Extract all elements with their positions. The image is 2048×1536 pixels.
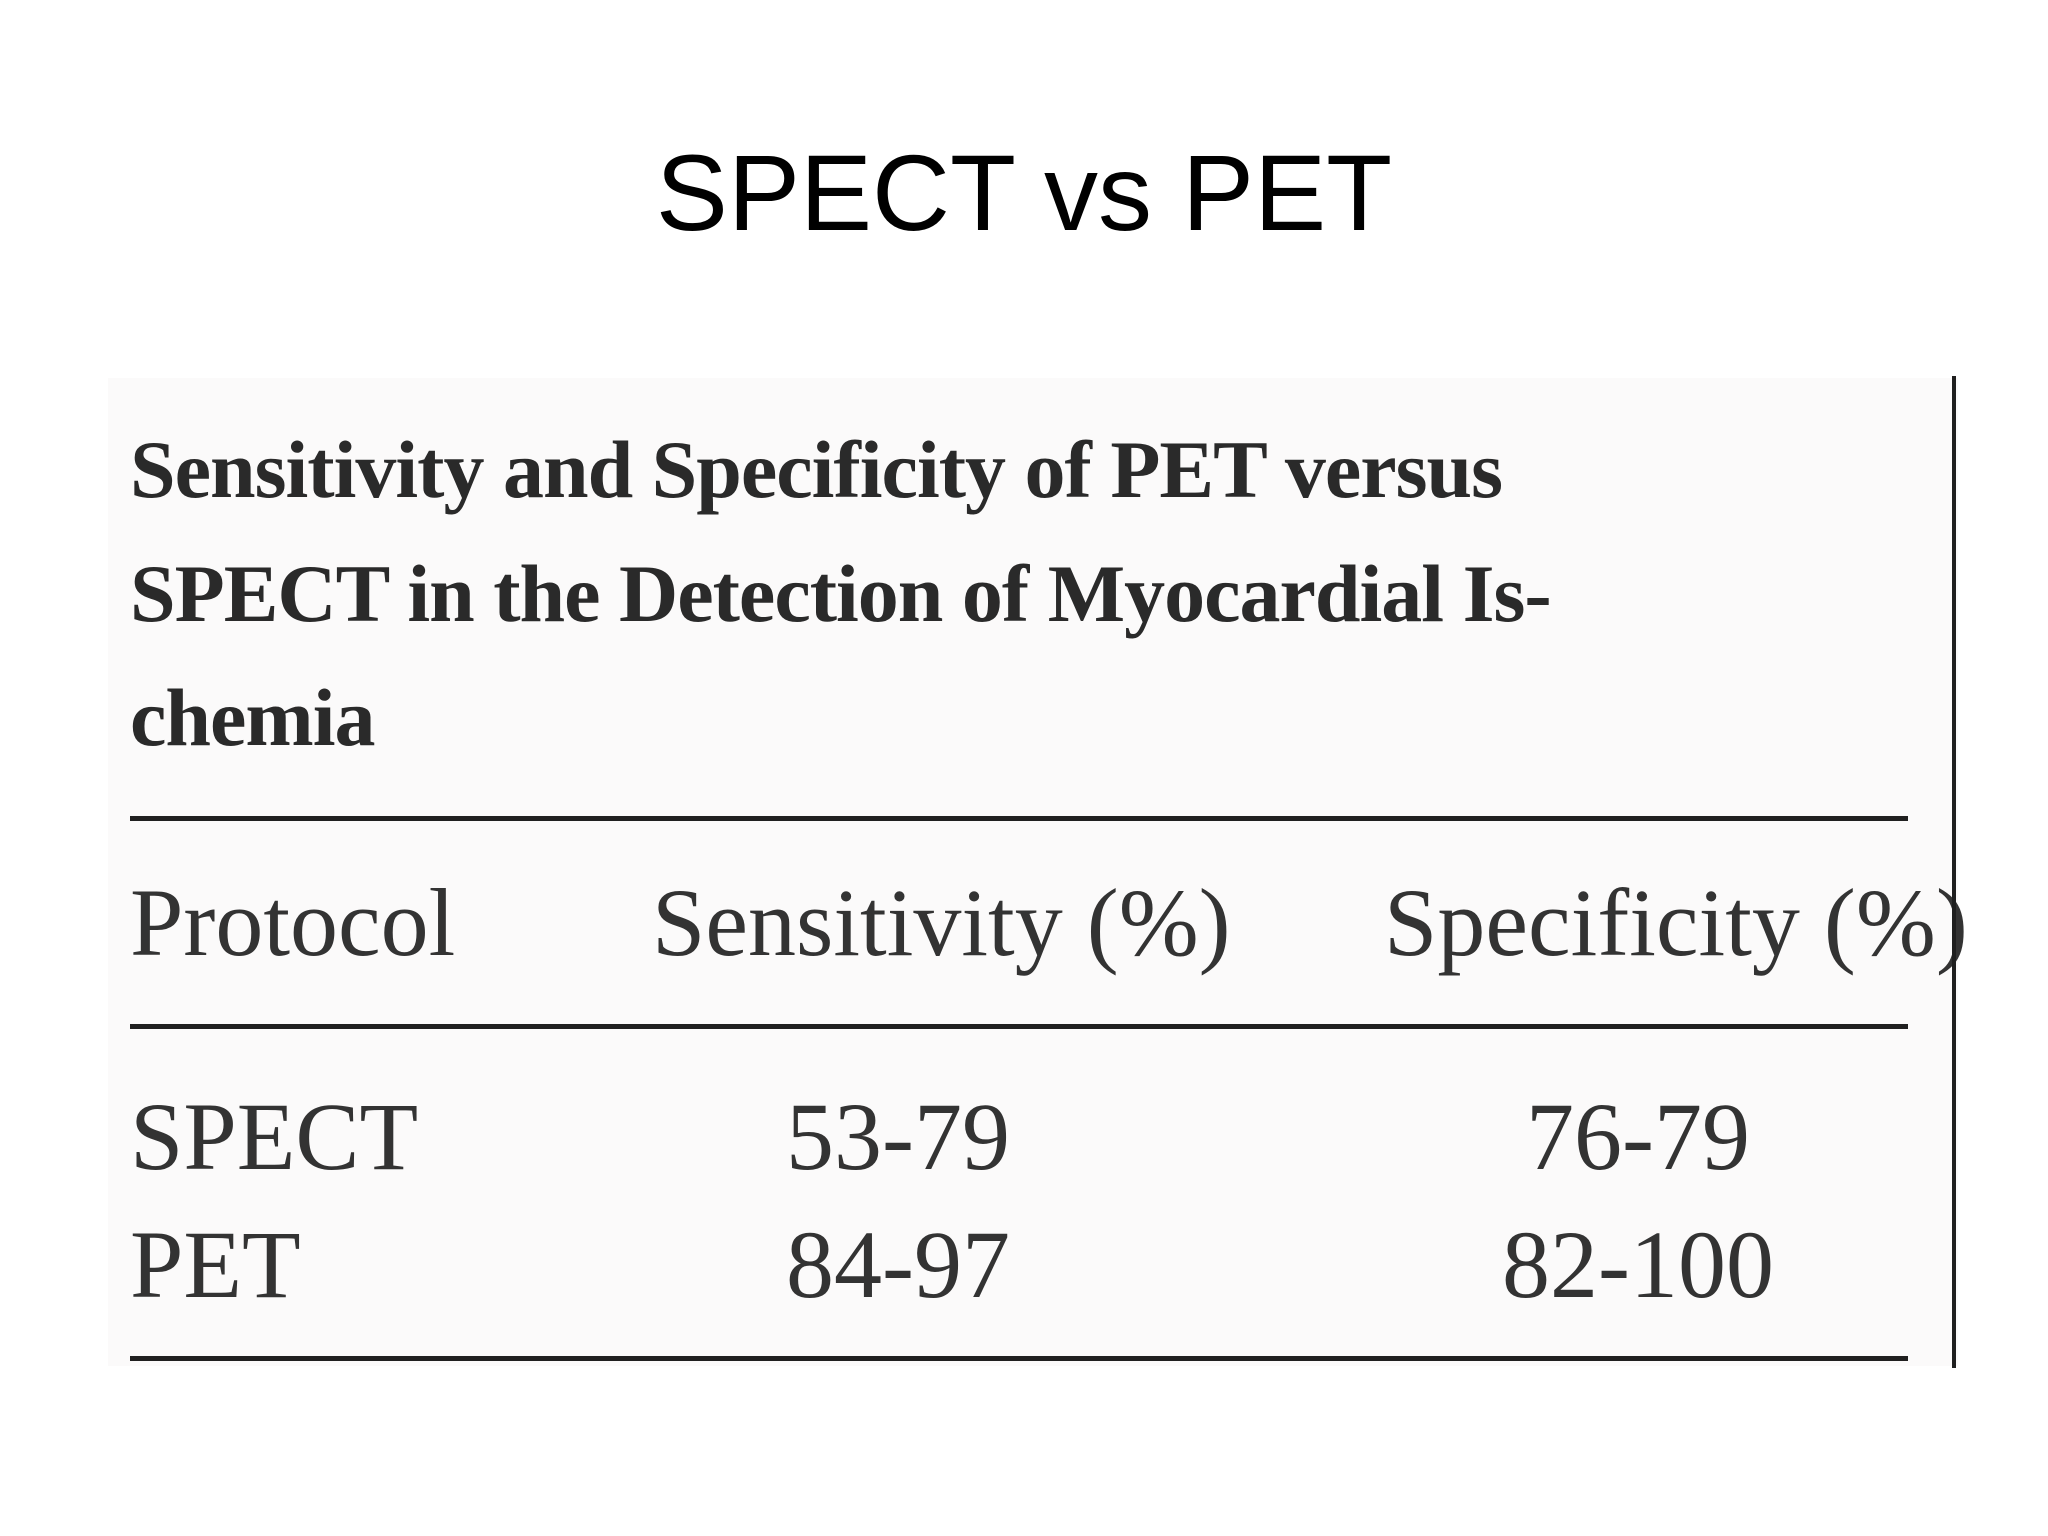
column-header-sensitivity: Sensitivity (%): [652, 869, 1231, 976]
table-cell-protocol: PET: [130, 1211, 301, 1318]
table-caption: Sensitivity and Specificity of PET versu…: [130, 408, 1850, 780]
table-figure: Sensitivity and Specificity of PET versu…: [108, 378, 1968, 1366]
table-header-rule: [130, 1024, 1908, 1029]
figure-right-border: [1952, 376, 1956, 1368]
slide-title: SPECT vs PET: [655, 132, 1393, 253]
table-cell-sensitivity: 53-79: [786, 1083, 1010, 1190]
table-cell-sensitivity: 84-97: [786, 1211, 1010, 1318]
table-cell-protocol: SPECT: [130, 1083, 419, 1190]
column-header-protocol: Protocol: [130, 869, 456, 976]
table-caption-line: Sensitivity and Specificity of PET versu…: [130, 424, 1503, 515]
table-caption-line: chemia: [130, 672, 375, 763]
table-top-rule: [130, 816, 1908, 821]
table-cell-specificity: 82-100: [1502, 1211, 1774, 1318]
table-cell-specificity: 76-79: [1526, 1083, 1750, 1190]
table-bottom-rule: [130, 1356, 1908, 1361]
column-header-specificity: Specificity (%): [1384, 869, 1968, 976]
table-caption-line: SPECT in the Detection of Myocardial Is-: [130, 548, 1552, 639]
